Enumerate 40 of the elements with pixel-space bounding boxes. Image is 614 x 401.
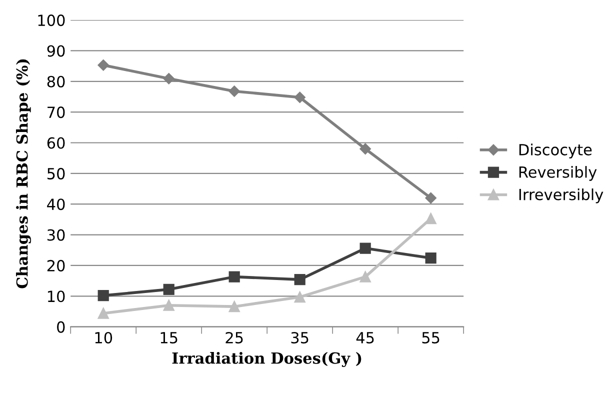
point: [163, 73, 174, 84]
y-tick-label: 70: [48, 106, 65, 118]
y-tick-label: 90: [47, 45, 65, 57]
y-tick-label: 40: [47, 198, 65, 210]
point: [163, 300, 174, 311]
point: [360, 242, 371, 254]
y-tick-label: 100: [38, 14, 65, 26]
point: [360, 143, 371, 154]
y-tick-label: 30: [47, 229, 65, 241]
y-tick-label: 50: [47, 168, 65, 180]
y-tick-label: 0: [57, 321, 65, 333]
point: [425, 212, 436, 224]
legend-label: Discocyte: [519, 144, 592, 158]
x-tick-label: 45: [356, 332, 374, 344]
y-tick-label: 60: [47, 137, 65, 149]
point: [98, 290, 109, 302]
point: [360, 271, 371, 282]
point: [228, 271, 240, 282]
y-tick-label: 10: [48, 290, 65, 302]
legend-label: Irreversibly: [519, 188, 604, 204]
y-tick-label: 20: [47, 260, 65, 272]
point: [294, 274, 306, 286]
point: [98, 60, 109, 71]
y-axis-title: Changes in RBC Shape (%): [16, 59, 32, 288]
x-axis-title: Irradiation Doses(Gy ): [172, 352, 362, 368]
point: [228, 301, 240, 312]
point: [294, 292, 306, 303]
legend-label: Reversibly: [519, 166, 597, 181]
point: [228, 86, 240, 97]
y-tick-label: 80: [47, 76, 65, 88]
x-tick-label: 15: [160, 332, 178, 344]
point: [425, 192, 436, 204]
x-tick-label: 35: [291, 332, 308, 344]
point: [425, 252, 436, 264]
x-tick-label: 10: [95, 332, 112, 344]
x-tick-label: 55: [422, 332, 440, 344]
point: [294, 92, 306, 103]
x-tick-label: 25: [226, 332, 243, 344]
point: [163, 284, 174, 295]
point: [98, 308, 109, 319]
